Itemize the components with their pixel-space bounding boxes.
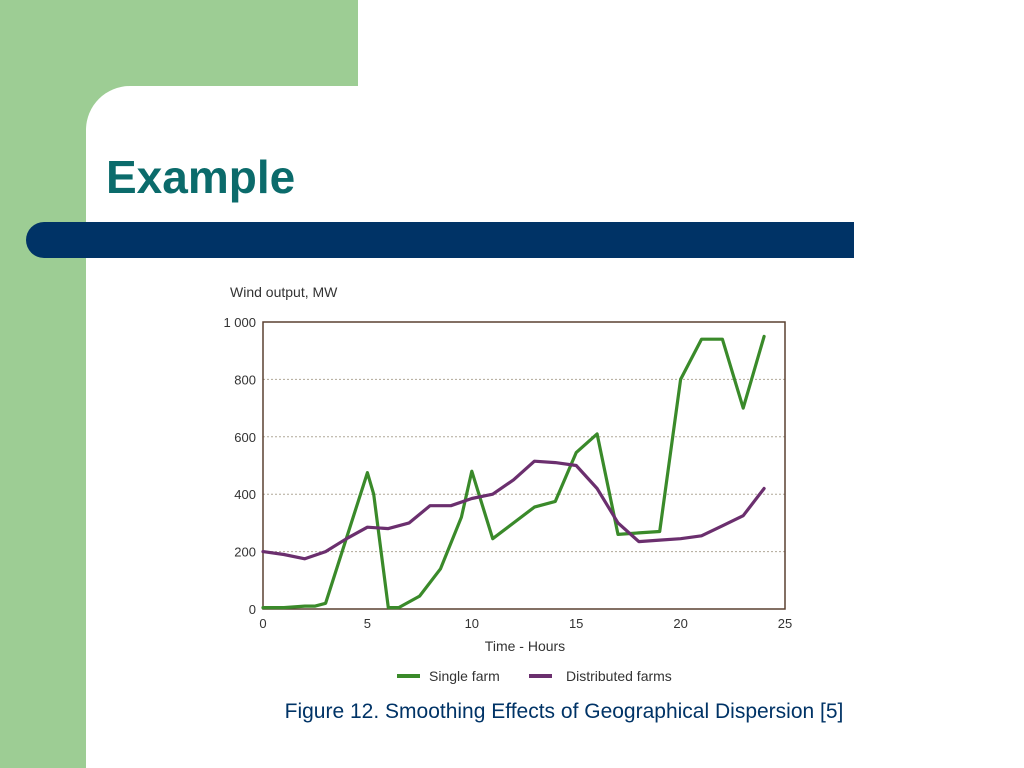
series-line-single-farm <box>261 334 766 610</box>
background-green-strip <box>0 0 86 768</box>
x-axis-label: Time - Hours <box>485 638 565 654</box>
x-tick-label: 5 <box>364 616 371 631</box>
legend: Single farm Distributed farms <box>397 668 672 684</box>
y-tick-label: 0 <box>249 602 256 617</box>
chart-grid <box>263 378 785 553</box>
y-tick-label: 1 000 <box>223 315 256 330</box>
y-tick-labels: 0 200 400 600 800 1 000 <box>223 315 256 617</box>
x-tick-label: 10 <box>465 616 479 631</box>
y-tick-label: 400 <box>234 487 256 502</box>
y-tick-label: 600 <box>234 430 256 445</box>
title-underline-bar <box>26 222 854 258</box>
y-axis-label: Wind output, MW <box>230 284 338 300</box>
y-tick-label: 200 <box>234 545 256 560</box>
x-tick-label: 15 <box>569 616 583 631</box>
x-tick-label: 0 <box>259 616 266 631</box>
x-tick-labels: 0 5 10 15 20 25 <box>259 616 792 631</box>
legend-label-single-farm: Single farm <box>429 668 500 684</box>
x-tick-label: 20 <box>673 616 687 631</box>
chart-series <box>261 334 766 610</box>
plot-frame <box>262 321 786 610</box>
x-tick-label: 25 <box>778 616 792 631</box>
figure-caption: Figure 12. Smoothing Effects of Geograph… <box>284 700 844 723</box>
wind-output-chart: Wind output, MW 0 200 400 600 800 1 000 0 5 10 1… <box>223 284 792 684</box>
series-line-distributed-farms <box>261 459 766 561</box>
legend-label-distributed-farms: Distributed farms <box>566 668 672 684</box>
slide-title: Example <box>106 151 296 203</box>
content-panel <box>86 86 1024 768</box>
y-tick-label: 800 <box>234 372 256 387</box>
